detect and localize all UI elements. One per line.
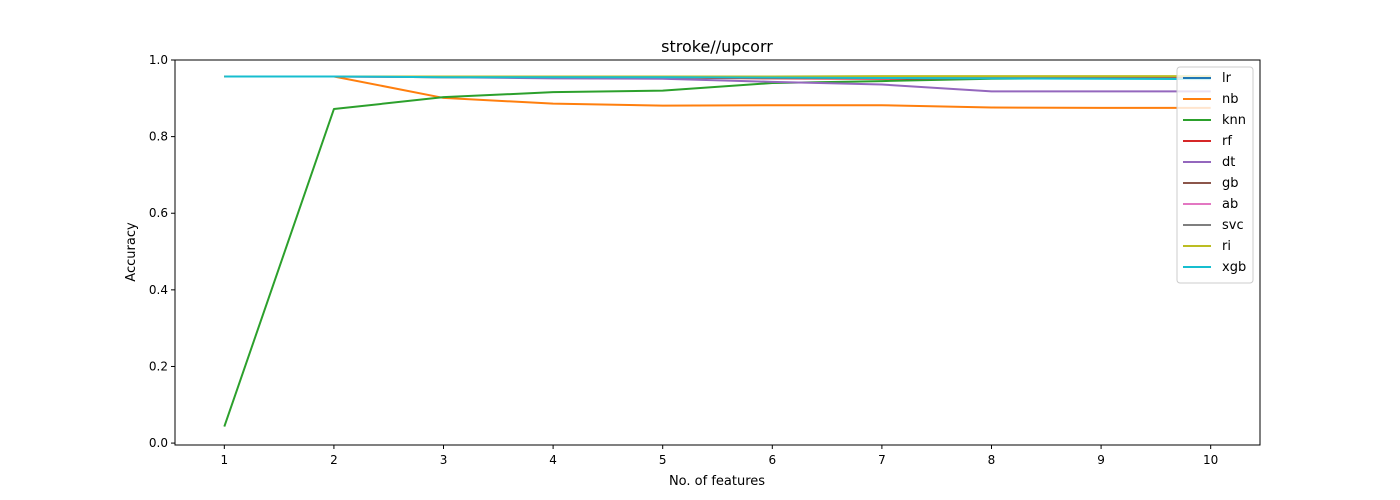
legend-label-lr: lr [1222, 71, 1232, 86]
legend-label-svc: svc [1222, 218, 1244, 233]
legend-label-nb: nb [1222, 92, 1239, 107]
y-tick-label: 0.6 [149, 206, 168, 220]
series-line-xgb [224, 75, 1211, 81]
y-tick-label: 0.2 [149, 359, 168, 373]
legend: lr nb knn rf dt gb ab svc ri xgb [1176, 66, 1254, 284]
series-line-nb [224, 75, 1211, 109]
y-tick-label: 0.8 [149, 130, 168, 144]
chart-title: stroke//upcorr [661, 37, 773, 56]
y-axis-ticks: 0.0 0.2 0.4 0.6 0.8 1.0 [149, 53, 175, 450]
x-tick-label: 2 [330, 453, 338, 467]
legend-label-knn: knn [1222, 113, 1246, 128]
y-tick-label: 0.0 [149, 436, 168, 450]
x-tick-label: 6 [768, 453, 776, 467]
y-tick-label: 0.4 [149, 283, 168, 297]
y-tick-label: 1.0 [149, 53, 168, 67]
x-tick-label: 5 [659, 453, 667, 467]
x-axis-label: No. of features [669, 474, 765, 489]
x-tick-label: 4 [549, 453, 557, 467]
x-tick-label: 8 [988, 453, 996, 467]
x-tick-label: 7 [878, 453, 886, 467]
x-tick-label: 10 [1203, 453, 1218, 467]
x-tick-label: 9 [1097, 453, 1105, 467]
plot-lines [223, 75, 1211, 427]
x-tick-label: 3 [440, 453, 448, 467]
plot-frame [174, 59, 1261, 446]
y-axis-label: Accuracy [124, 222, 139, 282]
legend-label-ri: ri [1222, 239, 1231, 254]
legend-label-ab: ab [1222, 197, 1238, 212]
x-tick-label: 1 [220, 453, 228, 467]
legend-label-xgb: xgb [1222, 260, 1246, 275]
series-line-knn [223, 77, 1211, 427]
x-axis-ticks: 1 2 3 4 5 6 7 8 9 10 [220, 445, 1218, 467]
legend-label-gb: gb [1222, 176, 1239, 191]
legend-label-rf: rf [1222, 134, 1232, 149]
legend-label-dt: dt [1222, 155, 1235, 170]
